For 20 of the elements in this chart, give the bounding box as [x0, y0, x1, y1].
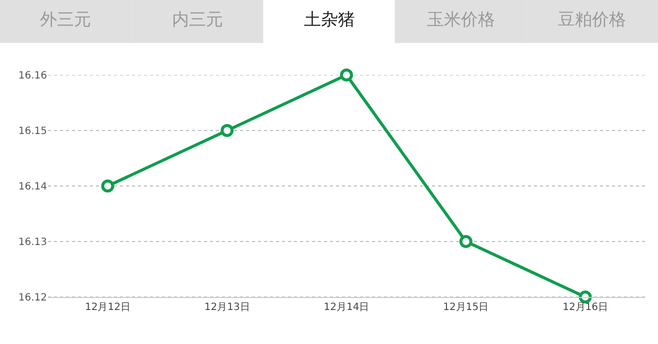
point	[340, 68, 353, 82]
x-tick-label: 12月15日	[443, 302, 489, 313]
text: 土杂猪	[304, 10, 355, 30]
x-tick-label: 12月12日	[84, 302, 130, 313]
x-tick-label: 12月16日	[562, 302, 608, 313]
text: 豆粕价格	[558, 10, 626, 30]
y-tick-label: 16.15	[18, 126, 47, 137]
x-tick-label: 12月13日	[204, 302, 250, 313]
text: 内三元	[172, 10, 223, 30]
text: 玉米价格	[427, 10, 495, 30]
x-tick-label: 12月14日	[324, 302, 370, 313]
point	[578, 290, 592, 304]
point	[459, 235, 472, 248]
y-tick-label: 16.13	[18, 237, 47, 248]
point	[101, 180, 114, 192]
point	[220, 124, 234, 137]
text: 外三元	[40, 10, 91, 30]
y-tick-label: 16.12	[18, 292, 47, 304]
y-tick-label: 16.16	[18, 70, 47, 82]
y-tick-label: 16.14	[18, 182, 47, 192]
